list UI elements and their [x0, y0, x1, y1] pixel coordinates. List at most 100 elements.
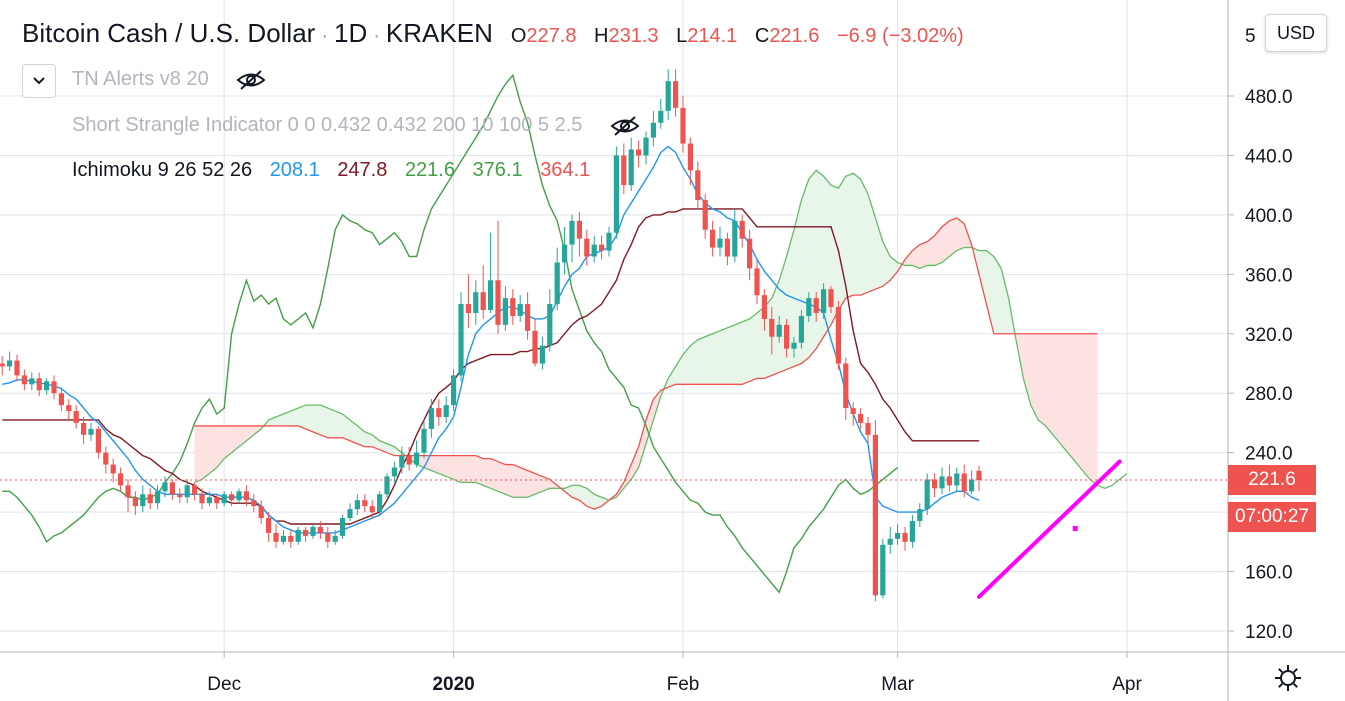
candle-body[interactable] [377, 494, 383, 513]
candle-body[interactable] [562, 244, 568, 263]
candle-body[interactable] [184, 485, 190, 498]
candle-body[interactable] [798, 315, 804, 343]
candle-body[interactable] [710, 229, 716, 248]
exchange-label[interactable]: KRAKEN [385, 18, 493, 48]
candle-body[interactable] [473, 292, 479, 313]
candle-body[interactable] [658, 110, 664, 123]
study-short-strangle[interactable]: Short Strangle Indicator 0 0 0.432 0.432… [72, 114, 640, 137]
candle-body[interactable] [917, 509, 923, 522]
candle-body[interactable] [739, 220, 745, 239]
candle-body[interactable] [36, 378, 42, 391]
gear-icon[interactable] [1273, 663, 1303, 693]
candle-body[interactable] [29, 378, 35, 385]
candle-body[interactable] [58, 393, 64, 406]
study-ichimoku[interactable]: Ichimoku 9 26 52 26 208.1 247.8 221.6 37… [72, 159, 590, 182]
candle-body[interactable] [517, 304, 523, 316]
candle-body[interactable] [976, 470, 982, 481]
candle-body[interactable] [547, 304, 553, 346]
candle-body[interactable] [613, 155, 619, 233]
candle-body[interactable] [510, 298, 516, 316]
candle-body[interactable] [480, 292, 486, 310]
candle-body[interactable] [95, 428, 101, 453]
candle-body[interactable] [73, 411, 79, 423]
candle-body[interactable] [140, 494, 146, 507]
candle-body[interactable] [806, 298, 812, 316]
candle-body[interactable] [206, 497, 212, 504]
candle-body[interactable] [51, 381, 57, 394]
candle-body[interactable] [924, 479, 930, 510]
candle-body[interactable] [66, 405, 72, 412]
candle-body[interactable] [103, 452, 109, 465]
candle-body[interactable] [650, 122, 656, 138]
candle-body[interactable] [584, 238, 590, 257]
candle-body[interactable] [813, 298, 819, 313]
candle-body[interactable] [776, 324, 782, 337]
candle-body[interactable] [821, 289, 827, 313]
candle-body[interactable] [132, 497, 138, 507]
candle-body[interactable] [436, 408, 442, 417]
candle-body[interactable] [747, 238, 753, 269]
candle-body[interactable] [569, 220, 575, 245]
candle-body[interactable] [214, 497, 220, 504]
candle-body[interactable] [354, 500, 360, 510]
eye-crossed-icon[interactable] [236, 69, 266, 91]
candle-body[interactable] [414, 452, 420, 465]
candle-body[interactable] [525, 304, 531, 331]
candle-body[interactable] [695, 170, 701, 201]
candle-body[interactable] [199, 494, 205, 504]
candle-body[interactable] [621, 155, 627, 186]
candle-body[interactable] [761, 295, 767, 319]
candle-body[interactable] [754, 268, 760, 296]
candle-body[interactable] [902, 532, 908, 542]
candle-body[interactable] [724, 238, 730, 257]
candle-body[interactable] [325, 532, 331, 542]
candle-body[interactable] [828, 289, 834, 308]
candle-body[interactable] [243, 491, 249, 501]
candle-body[interactable] [229, 494, 235, 501]
candle-body[interactable] [192, 485, 198, 495]
candle-body[interactable] [317, 526, 323, 533]
candle-body[interactable] [406, 455, 412, 465]
candle-body[interactable] [539, 345, 545, 364]
candle-body[interactable] [251, 500, 257, 507]
candle-body[interactable] [421, 428, 427, 453]
candle-body[interactable] [717, 238, 723, 248]
candle-body[interactable] [554, 262, 560, 305]
candle-body[interactable] [88, 428, 94, 435]
candle-body[interactable] [599, 244, 605, 251]
candle-body[interactable] [895, 532, 901, 539]
candle-body[interactable] [303, 529, 309, 536]
candle-body[interactable] [769, 318, 775, 337]
candle-body[interactable] [843, 363, 849, 409]
candle-body[interactable] [835, 307, 841, 364]
candle-body[interactable] [347, 509, 353, 519]
candle-body[interactable] [14, 360, 20, 376]
candle-body[interactable] [606, 232, 612, 251]
candle-body[interactable] [909, 521, 915, 542]
candle-body[interactable] [702, 200, 708, 230]
candle-body[interactable] [288, 535, 294, 542]
candle-body[interactable] [872, 434, 878, 596]
candle-body[interactable] [850, 408, 856, 415]
candle-body[interactable] [147, 494, 153, 504]
candle-body[interactable] [465, 304, 471, 313]
candle-body[interactable] [44, 381, 50, 391]
candle-body[interactable] [673, 81, 679, 108]
candle-body[interactable] [169, 482, 175, 495]
candle-body[interactable] [428, 408, 434, 429]
candle-body[interactable] [332, 535, 338, 542]
study-tn-alerts[interactable]: TN Alerts v8 20 [72, 68, 266, 91]
candle-body[interactable] [591, 244, 597, 257]
candle-body[interactable] [687, 143, 693, 171]
candle-body[interactable] [887, 538, 893, 545]
candle-body[interactable] [236, 491, 242, 501]
symbol-title[interactable]: Bitcoin Cash / U.S. Dollar [22, 18, 316, 48]
candle-body[interactable] [628, 149, 634, 186]
candle-body[interactable] [177, 494, 183, 498]
candle-body[interactable] [969, 479, 975, 492]
candle-body[interactable] [665, 81, 671, 111]
candle-body[interactable] [636, 149, 642, 156]
candle-body[interactable] [310, 526, 316, 536]
candle-body[interactable] [399, 455, 405, 468]
